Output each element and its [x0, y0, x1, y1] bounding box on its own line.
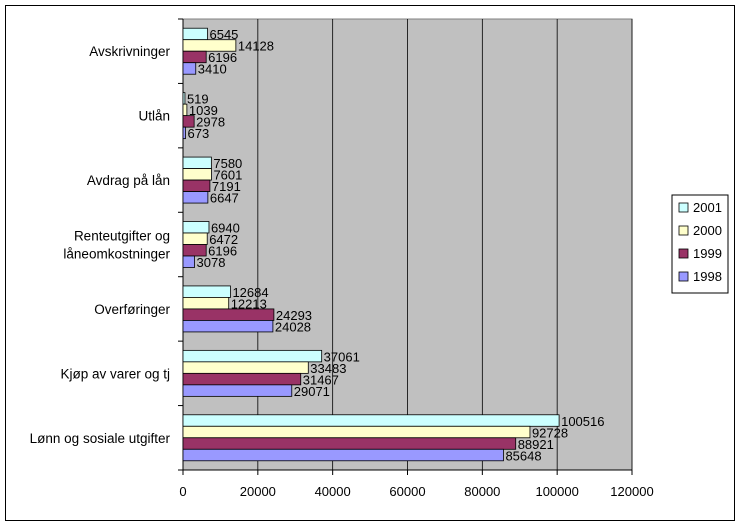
chart-frame: [5, 5, 735, 521]
bar: [182, 448, 504, 462]
data-label: 37061: [324, 349, 360, 364]
data-label: 7601: [213, 168, 242, 183]
data-label: 31467: [303, 372, 339, 387]
legend-swatch: [678, 202, 689, 213]
category-label: låneomkostninger: [63, 247, 170, 262]
data-label: 3078: [197, 255, 226, 270]
category-label: Overføringer: [94, 302, 170, 317]
bar: [182, 349, 323, 363]
data-label: 1039: [189, 103, 218, 118]
bar: [182, 285, 231, 298]
bar: [182, 191, 209, 204]
category-label: Lønn og sosiale utgifter: [30, 431, 171, 446]
data-label: 7580: [213, 156, 242, 171]
bar: [182, 308, 275, 321]
data-label: 85648: [505, 448, 541, 463]
legend-label: 2000: [693, 223, 722, 238]
bar: [182, 361, 309, 374]
x-tick-label: 0: [179, 484, 186, 499]
data-label: 3410: [198, 62, 227, 77]
legend-swatch: [678, 248, 689, 259]
bar: [182, 372, 302, 386]
category-label: Utlån: [138, 109, 170, 124]
bar: [182, 297, 230, 310]
bar: [182, 115, 195, 128]
bar: [182, 232, 208, 245]
data-label: 24293: [276, 308, 312, 323]
bar: [182, 221, 210, 234]
data-label: 673: [188, 126, 210, 141]
data-label: 14128: [238, 39, 274, 54]
bar: [182, 62, 197, 75]
bar: [182, 437, 517, 450]
bar: [182, 384, 293, 397]
x-tick-label: 80000: [464, 484, 500, 499]
data-label: 12684: [232, 285, 268, 300]
bar: [182, 92, 186, 105]
data-label: 88921: [518, 437, 554, 452]
category-label: Renteutgifter og: [74, 229, 170, 244]
data-label: 6196: [208, 244, 237, 259]
category-label: Kjøp av varer og tj: [60, 366, 170, 381]
legend-swatch: [678, 225, 689, 236]
x-tick-label: 100000: [535, 484, 578, 499]
bar: [182, 320, 274, 333]
category-label: Avskrivninger: [89, 44, 170, 59]
bar: [182, 168, 212, 181]
data-label: 29071: [294, 384, 330, 399]
legend-label: 2001: [693, 200, 722, 215]
bar: [182, 414, 560, 427]
data-label: 100516: [561, 414, 604, 429]
data-label: 6472: [209, 232, 238, 247]
bar: [182, 179, 211, 192]
data-label: 6196: [208, 50, 237, 65]
legend-swatch: [678, 271, 689, 282]
bar: [182, 103, 188, 117]
legend-label: 1999: [693, 246, 722, 261]
data-label: 33483: [310, 361, 346, 376]
bar: [182, 27, 208, 41]
data-label: 12213: [231, 296, 267, 311]
x-tick-label: 20000: [240, 484, 276, 499]
x-tick-label: 60000: [389, 484, 425, 499]
bar: [182, 255, 195, 268]
data-label: 7191: [212, 179, 241, 194]
x-tick-label: 120000: [610, 484, 653, 499]
bar: [182, 126, 186, 140]
data-label: 519: [187, 92, 209, 107]
bar: [182, 425, 531, 439]
data-label: 92728: [532, 425, 568, 440]
data-label: 6545: [209, 27, 238, 42]
legend-label: 1998: [693, 269, 722, 284]
x-tick-label: 40000: [315, 484, 351, 499]
data-label: 6940: [211, 221, 240, 236]
bar: [182, 39, 237, 52]
data-label: 6647: [210, 191, 239, 206]
bar: [182, 156, 212, 169]
data-label: 2978: [196, 115, 225, 130]
category-label: Avdrag på lån: [87, 173, 170, 188]
data-label: 24028: [275, 319, 311, 334]
